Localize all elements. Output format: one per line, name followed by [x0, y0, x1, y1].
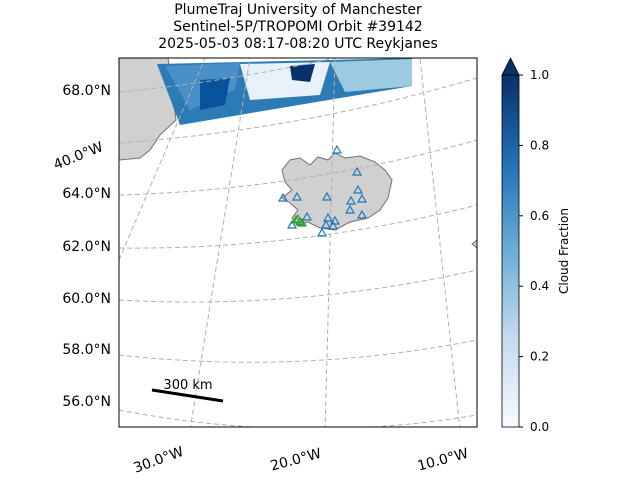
graticule	[119, 58, 337, 93]
volcano-marker	[344, 204, 356, 214]
colorbar-label: Cloud Fraction	[557, 208, 571, 294]
volcano-marker	[345, 195, 357, 205]
graticule	[419, 58, 461, 427]
volcano-marker	[321, 191, 333, 201]
lon-label: 10.0°W	[416, 446, 471, 475]
title-line: 2025-05-03 08:17-08:20 UTC Reykjanes	[158, 36, 438, 52]
colorbar-tick-label: 0.8	[530, 138, 549, 152]
swath-patch	[240, 62, 330, 100]
lat-label: 58.0°N	[62, 342, 111, 358]
title-line: Sentinel-5P/TROPOMI Orbit #39142	[173, 19, 422, 35]
graticule	[119, 204, 477, 249]
colorbar: Cloud Fraction 0.0 0.2 0.4 0.6 0.8 1.0	[501, 57, 571, 434]
lat-label: 60.0°N	[62, 291, 111, 307]
swath-patch	[330, 59, 412, 92]
lat-labels: 68.0°N 64.0°N 62.0°N 60.0°N 58.0°N 56.0°…	[62, 83, 111, 410]
graticule	[119, 339, 477, 363]
volcano-marker	[331, 144, 343, 154]
graticule	[119, 409, 477, 427]
lat-label: 68.0°N	[62, 83, 111, 99]
lon-labels: 40.0°W 30.0°W 20.0°W 10.0°W	[51, 139, 470, 477]
graticule	[119, 269, 477, 303]
graticule	[324, 58, 336, 427]
volcano-marker	[301, 211, 313, 221]
lon-label: 40.0°W	[51, 139, 105, 173]
colorbar-bar	[501, 74, 520, 428]
volcano-marker	[320, 219, 332, 229]
volcano-markers	[277, 144, 368, 237]
volcano-marker	[352, 184, 364, 194]
coast	[471, 239, 477, 249]
lat-label: 56.0°N	[62, 394, 111, 410]
colorbar-tick-label: 0.2	[530, 350, 549, 364]
volcano-marker	[322, 212, 334, 222]
colorbar-tick-label: 0.4	[530, 279, 549, 293]
volcano-marker	[286, 219, 298, 229]
colorbar-extend	[501, 57, 520, 76]
volcano-marker	[351, 166, 363, 176]
volcano-marker	[291, 191, 303, 201]
swath-patch	[200, 78, 230, 110]
colorbar-tick-label: 0.6	[530, 209, 549, 223]
volcano-marker	[290, 214, 302, 224]
volcano-marker	[356, 209, 368, 219]
graticule	[119, 58, 206, 261]
colorbar-tick-label: 1.0	[530, 68, 549, 82]
iceland	[281, 152, 393, 231]
title-line: PlumeTraj University of Manchester	[174, 2, 422, 18]
scale-bar-label: 300 km	[163, 378, 212, 393]
volcano-marker	[292, 213, 304, 223]
volcano-marker	[327, 220, 339, 230]
volcano-marker	[316, 227, 328, 237]
volcano-marker	[296, 217, 308, 227]
lon-label: 20.0°W	[269, 446, 324, 475]
volcano-marker	[329, 215, 341, 225]
graticule	[119, 139, 477, 196]
volcano-marker	[356, 193, 368, 203]
graticule	[119, 77, 477, 144]
swath-patch	[290, 64, 315, 82]
lat-label: 64.0°N	[62, 186, 111, 202]
map-area: 300 km	[119, 58, 477, 427]
colorbar-tick-label: 0.0	[530, 420, 549, 434]
volcano-marker	[277, 192, 289, 202]
map-frame	[118, 57, 478, 428]
scale-bar	[151, 388, 224, 403]
lon-label: 30.0°W	[131, 444, 185, 477]
graticule	[189, 58, 251, 427]
lat-label: 62.0°N	[62, 239, 111, 255]
